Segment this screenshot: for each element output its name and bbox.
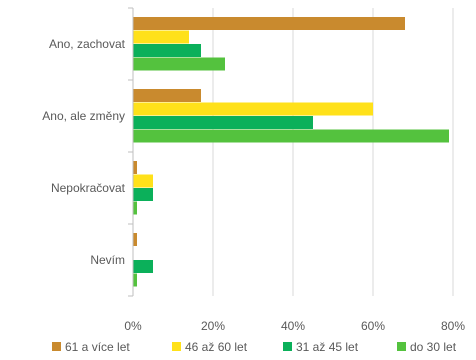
legend-swatch [172, 342, 181, 351]
bar [133, 57, 225, 71]
bar [133, 89, 201, 102]
category-label: Nepokračovat [51, 181, 126, 195]
bar [133, 44, 201, 57]
x-tick-label: 40% [281, 319, 305, 333]
legend-label: 31 až 45 let [296, 340, 359, 354]
category-label: Nevím [90, 253, 125, 267]
bar [133, 102, 373, 116]
category-label: Ano, ale změny [42, 109, 125, 123]
bar [133, 116, 313, 129]
x-tick-label: 80% [441, 319, 465, 333]
bar [133, 188, 153, 201]
legend-swatch [283, 342, 292, 351]
x-tick-label: 20% [201, 319, 225, 333]
bar [133, 174, 153, 188]
legend-label: 46 až 60 let [185, 340, 248, 354]
bar [133, 17, 405, 30]
axes: 0% 20% 40% 60% 80% Ano, zachovat Ano, ale změn… [42, 7, 465, 333]
legend-label: 61 a více let [65, 340, 130, 354]
bar [133, 273, 137, 287]
category-label: Ano, zachovat [49, 37, 126, 51]
legend-swatch [52, 342, 61, 351]
legend: 61 a více let 46 až 60 let 31 až 45 let do … [52, 340, 457, 354]
legend-swatch [397, 342, 406, 351]
bar [133, 233, 137, 246]
bar [133, 161, 137, 174]
x-tick-label: 0% [124, 319, 142, 333]
bar [133, 129, 449, 143]
grid-lines [212, 8, 454, 296]
bar [133, 201, 137, 215]
bar [133, 30, 189, 44]
bar [133, 260, 153, 273]
legend-label: do 30 let [410, 340, 457, 354]
x-tick-label: 60% [361, 319, 385, 333]
bars [133, 17, 449, 287]
